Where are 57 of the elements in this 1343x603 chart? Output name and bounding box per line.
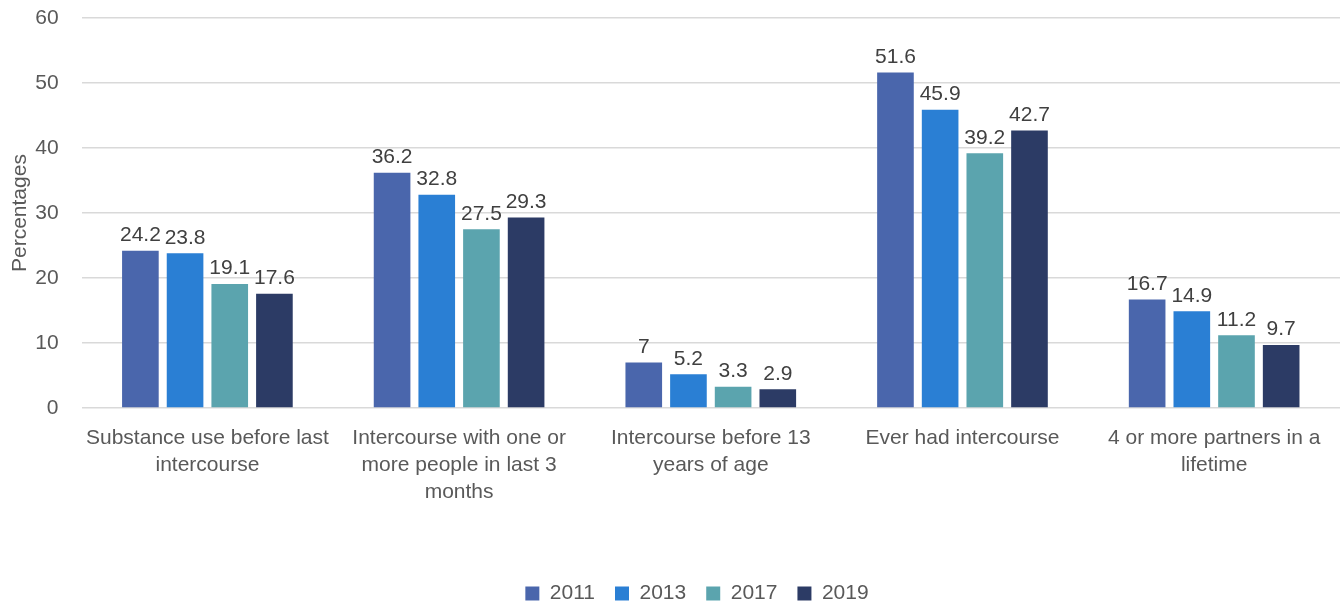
- bar: [122, 250, 159, 408]
- data-label: 24.2: [119, 222, 161, 246]
- data-label: 29.3: [505, 188, 547, 212]
- bar: [921, 109, 959, 408]
- bar: [1262, 345, 1300, 408]
- bar: [166, 253, 204, 408]
- data-label: 9.7: [1266, 316, 1296, 340]
- bar: [418, 194, 456, 408]
- legend-label: 2011: [549, 580, 596, 603]
- data-label: 16.7: [1126, 270, 1168, 294]
- legend-label: 2017: [730, 580, 778, 603]
- legend-label: 2013: [639, 580, 687, 603]
- data-label: 17.6: [253, 264, 295, 288]
- data-label: 3.3: [718, 357, 748, 381]
- bar: [1128, 299, 1166, 408]
- bar: [966, 153, 1004, 408]
- y-tick-label: 40: [35, 134, 59, 158]
- x-tick-label: Intercourse before 13 years of age: [610, 424, 811, 475]
- bar: [463, 229, 500, 408]
- x-tick-label: Intercourse with one or more people in last 3 months: [352, 424, 566, 503]
- y-tick-label: 10: [35, 329, 59, 353]
- legend-label: 2019: [821, 580, 869, 603]
- bar: [1173, 311, 1211, 408]
- bar: [625, 362, 663, 408]
- data-label: 36.2: [371, 144, 413, 168]
- bar: [1218, 335, 1255, 408]
- bar: [670, 374, 707, 408]
- data-label: 27.5: [460, 200, 502, 224]
- x-tick-label: Ever had intercourse: [865, 424, 1060, 448]
- data-label: 32.8: [416, 166, 458, 190]
- data-label: 51.6: [875, 43, 916, 67]
- y-tick-label: 30: [35, 199, 59, 223]
- data-label: 2.9: [763, 360, 793, 384]
- bar: [211, 283, 249, 408]
- data-label: 19.1: [209, 255, 251, 279]
- y-axis-title: Percentages: [7, 154, 31, 273]
- x-tick-label: Substance use before last intercourse: [85, 424, 329, 475]
- bar: [373, 172, 411, 408]
- data-label: 5.2: [673, 345, 704, 369]
- y-tick-label: 20: [35, 264, 59, 288]
- x-tick-label: 4 or more partners in a lifetime: [1107, 424, 1321, 475]
- data-label: 23.8: [164, 224, 206, 248]
- bar: [507, 217, 545, 408]
- bar: [877, 72, 914, 408]
- bar: [256, 293, 293, 408]
- data-label: 14.9: [1171, 282, 1213, 306]
- y-tick-label: 0: [46, 394, 59, 418]
- data-label: 45.9: [919, 80, 961, 104]
- bar: [759, 389, 797, 408]
- data-label: 7: [637, 333, 650, 357]
- data-label: 11.2: [1216, 306, 1257, 330]
- bar: [1011, 130, 1048, 408]
- y-tick-label: 50: [35, 69, 59, 93]
- data-label: 39.2: [964, 124, 1006, 148]
- data-label: 42.7: [1009, 101, 1050, 125]
- y-tick-label: 60: [35, 4, 59, 28]
- bar: [714, 386, 752, 408]
